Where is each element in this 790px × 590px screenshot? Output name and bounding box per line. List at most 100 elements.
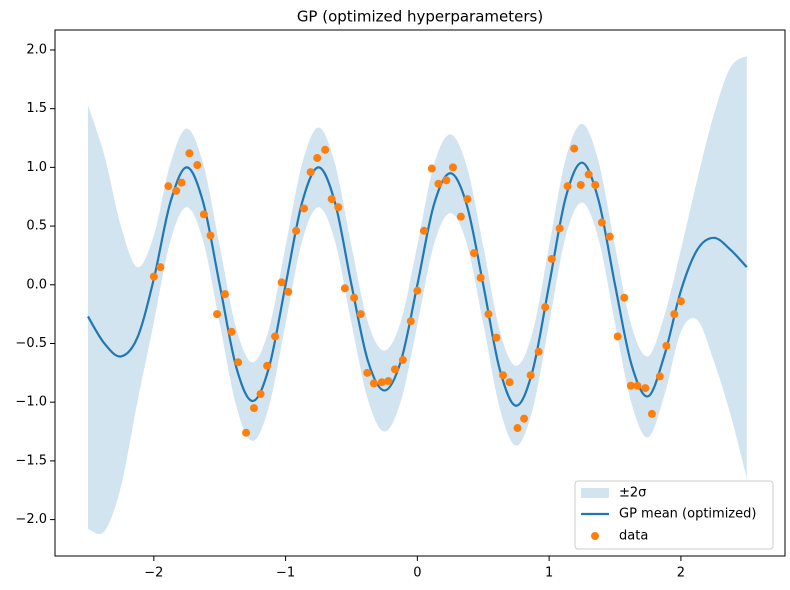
y-tick-label: 2.0: [26, 42, 47, 57]
legend-label: GP mean (optimized): [619, 507, 756, 522]
data-point: [463, 195, 472, 204]
data-point: [456, 212, 465, 221]
data-point: [234, 358, 243, 367]
chart-title: GP (optimized hyperparameters): [297, 8, 543, 26]
data-point: [185, 149, 194, 158]
data-point: [613, 332, 622, 341]
data-point: [413, 286, 422, 295]
x-tick-label: 2: [677, 566, 685, 581]
data-point: [476, 273, 485, 282]
data-point: [306, 168, 315, 177]
data-point: [584, 170, 593, 179]
y-tick-label: 0.0: [26, 277, 47, 292]
y-tick-label: 1.0: [26, 160, 47, 175]
y-tick-label: −0.5: [15, 336, 47, 351]
data-point: [633, 381, 642, 390]
data-point: [327, 195, 336, 204]
data-point: [206, 231, 215, 240]
data-point: [271, 332, 280, 341]
data-point: [547, 254, 556, 263]
data-point: [172, 186, 181, 195]
data-point: [520, 414, 529, 423]
data-point: [177, 178, 186, 187]
data-point: [149, 272, 158, 281]
data-point: [256, 389, 265, 398]
data-point: [499, 371, 508, 380]
data-point: [427, 164, 436, 173]
data-point: [350, 293, 359, 302]
y-tick-label: −2.0: [15, 512, 47, 527]
data-point: [300, 204, 309, 213]
data-point: [676, 297, 685, 306]
data-point: [406, 317, 415, 326]
x-tick-label: 0: [413, 566, 421, 581]
data-point: [227, 327, 236, 336]
data-point: [313, 153, 322, 162]
confidence-band: [87, 55, 747, 535]
mean-line: [87, 161, 748, 407]
data-point: [513, 424, 522, 433]
data-point: [647, 409, 656, 418]
data-point: [505, 378, 514, 387]
data-point: [641, 384, 650, 393]
data-point: [534, 347, 543, 356]
data-point: [292, 226, 301, 235]
legend-label: data: [619, 529, 648, 544]
legend-swatch: [591, 532, 599, 540]
data-point: [284, 287, 293, 296]
x-tick-label: −1: [276, 566, 295, 581]
data-point: [356, 310, 365, 319]
data-point: [448, 163, 457, 172]
data-point: [193, 161, 202, 170]
legend-label: ±2σ: [619, 486, 646, 501]
data-point: [570, 144, 579, 153]
legend-swatch: [581, 488, 609, 498]
data-point: [263, 361, 272, 370]
data-point: [555, 224, 564, 233]
data-point: [442, 176, 451, 185]
data-point: [470, 249, 479, 258]
data-point: [340, 284, 349, 293]
data-point: [164, 182, 173, 191]
data-point: [390, 365, 399, 374]
y-tick-label: 0.5: [26, 219, 47, 234]
x-tick-label: −2: [144, 566, 163, 581]
data-point: [242, 428, 251, 437]
data-point: [419, 226, 428, 235]
legend-box: [574, 480, 774, 550]
data-point: [576, 180, 585, 189]
data-point: [541, 303, 550, 312]
data-point: [626, 381, 635, 390]
data-point: [334, 203, 343, 212]
data-point: [277, 278, 286, 287]
data-point: [398, 355, 407, 364]
plot-frame: [54, 29, 786, 557]
y-tick-label: −1.0: [15, 395, 47, 410]
data-point: [377, 378, 386, 387]
data-point: [620, 293, 629, 302]
data-point: [484, 310, 493, 319]
data-point: [526, 371, 535, 380]
data-point: [492, 333, 501, 342]
data-point: [369, 379, 378, 388]
data-point: [220, 290, 229, 299]
data-point: [156, 263, 165, 272]
data-point: [591, 180, 600, 189]
data-point: [249, 404, 258, 413]
data-point: [670, 310, 679, 319]
data-point: [605, 232, 614, 241]
y-tick-label: −1.5: [15, 453, 47, 468]
data-point: [597, 218, 606, 227]
data-point: [434, 179, 443, 188]
data-point: [363, 368, 372, 377]
x-tick-label: 1: [545, 566, 553, 581]
data-point: [321, 145, 330, 154]
data-point: [662, 341, 671, 350]
data-point: [563, 182, 572, 191]
data-point: [384, 377, 393, 386]
data-point: [213, 310, 222, 319]
y-tick-label: 1.5: [26, 101, 47, 116]
data-point: [199, 210, 208, 219]
data-point: [655, 372, 664, 381]
